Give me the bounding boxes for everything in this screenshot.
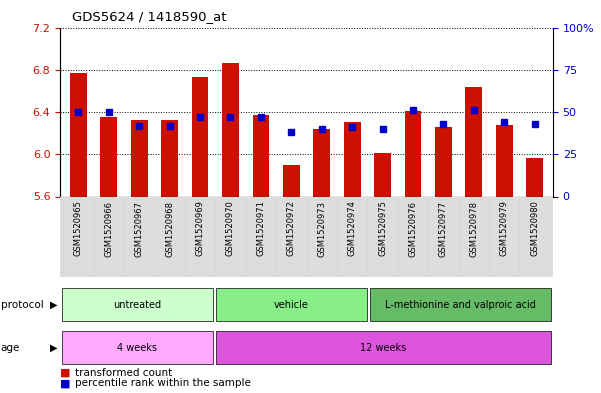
Text: GSM1520969: GSM1520969 [195,200,204,256]
Bar [404,111,421,196]
Text: GSM1520979: GSM1520979 [500,200,508,256]
Text: GSM1520966: GSM1520966 [105,200,113,257]
Text: GSM1520980: GSM1520980 [530,200,539,256]
Bar [344,121,361,196]
Bar [70,73,87,196]
Text: 12 weeks: 12 weeks [361,343,407,353]
Text: GSM1520972: GSM1520972 [287,200,296,256]
Bar [100,117,117,196]
Text: age: age [1,343,20,353]
Text: ■: ■ [60,368,70,378]
Bar [192,77,209,196]
Bar [496,125,513,196]
FancyBboxPatch shape [216,331,551,364]
Text: GSM1520975: GSM1520975 [378,200,387,256]
FancyBboxPatch shape [216,288,367,321]
Bar [161,120,178,196]
Text: GDS5624 / 1418590_at: GDS5624 / 1418590_at [72,10,227,23]
Text: GSM1520977: GSM1520977 [439,200,448,257]
Text: GSM1520968: GSM1520968 [165,200,174,257]
Text: GSM1520967: GSM1520967 [135,200,144,257]
Text: GSM1520974: GSM1520974 [347,200,356,256]
Text: vehicle: vehicle [273,299,308,310]
Text: protocol: protocol [1,299,43,310]
FancyBboxPatch shape [62,288,213,321]
Text: ■: ■ [60,378,70,388]
FancyBboxPatch shape [62,331,213,364]
Text: ▶: ▶ [50,299,57,310]
Text: transformed count: transformed count [75,368,172,378]
Text: GSM1520965: GSM1520965 [74,200,83,256]
Text: GSM1520971: GSM1520971 [257,200,266,256]
Text: ▶: ▶ [50,343,57,353]
Text: percentile rank within the sample: percentile rank within the sample [75,378,251,388]
Text: GSM1520976: GSM1520976 [409,200,418,257]
FancyBboxPatch shape [370,288,551,321]
Bar [222,63,239,196]
Text: GSM1520973: GSM1520973 [317,200,326,257]
Bar [252,115,269,196]
Bar [283,165,300,196]
Text: GSM1520970: GSM1520970 [226,200,235,256]
Bar [131,120,148,196]
Bar [465,87,482,196]
Text: L-methionine and valproic acid: L-methionine and valproic acid [385,299,536,310]
Text: untreated: untreated [113,299,161,310]
Text: 4 weeks: 4 weeks [117,343,157,353]
Bar [374,153,391,196]
Bar [526,158,543,196]
Text: GSM1520978: GSM1520978 [469,200,478,257]
Bar [435,127,452,196]
Bar [313,129,330,196]
